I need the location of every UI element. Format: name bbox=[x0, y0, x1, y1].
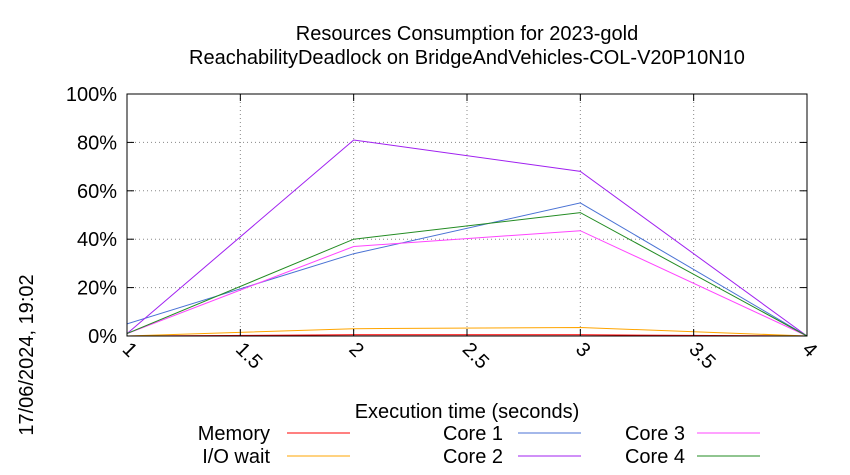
series-line-core-3 bbox=[126, 230, 808, 337]
x-tick-label: 1 bbox=[118, 338, 141, 361]
legend-label: Memory bbox=[198, 423, 270, 445]
legend-item: Memory bbox=[198, 423, 350, 445]
x-tick-label: 2 bbox=[344, 338, 367, 361]
legend-item: Core 3 bbox=[625, 423, 760, 445]
series-line-core-4 bbox=[126, 212, 808, 337]
legend-label: Core 4 bbox=[625, 446, 685, 468]
timestamp-label: 17/06/2024, 19:02 bbox=[16, 274, 38, 435]
y-tick-label: 60% bbox=[77, 181, 117, 203]
legend-label: Core 3 bbox=[625, 423, 685, 445]
x-axis-label: Execution time (seconds) bbox=[355, 401, 580, 423]
legend-item: Core 4 bbox=[625, 446, 760, 468]
chart-subtitle: ReachabilityDeadlock on BridgeAndVehicle… bbox=[189, 47, 745, 69]
x-tick-label: 4 bbox=[798, 338, 821, 361]
legend-item: Core 2 bbox=[443, 446, 581, 468]
y-tick-label: 40% bbox=[77, 229, 117, 251]
y-tick-label: 100% bbox=[66, 84, 117, 106]
legend-item: Core 1 bbox=[443, 423, 581, 445]
x-tick-label: 1.5 bbox=[231, 338, 266, 373]
x-tick-label: 3.5 bbox=[684, 338, 719, 373]
legend-label: Core 1 bbox=[443, 423, 503, 445]
series-line-core-1 bbox=[126, 202, 808, 337]
y-tick-label: 0% bbox=[88, 326, 117, 348]
legend-label: I/O wait bbox=[202, 446, 270, 468]
grid-lines bbox=[127, 94, 807, 336]
y-tick-label: 80% bbox=[77, 132, 117, 154]
x-tick-label: 2.5 bbox=[458, 338, 493, 373]
series-line-core-2 bbox=[126, 139, 808, 337]
legend-label: Core 2 bbox=[443, 446, 503, 468]
legend-item: I/O wait bbox=[202, 446, 350, 468]
y-tick-label: 20% bbox=[77, 278, 117, 300]
x-tick-label: 3 bbox=[571, 338, 594, 361]
chart-title: Resources Consumption for 2023-gold bbox=[296, 23, 638, 45]
